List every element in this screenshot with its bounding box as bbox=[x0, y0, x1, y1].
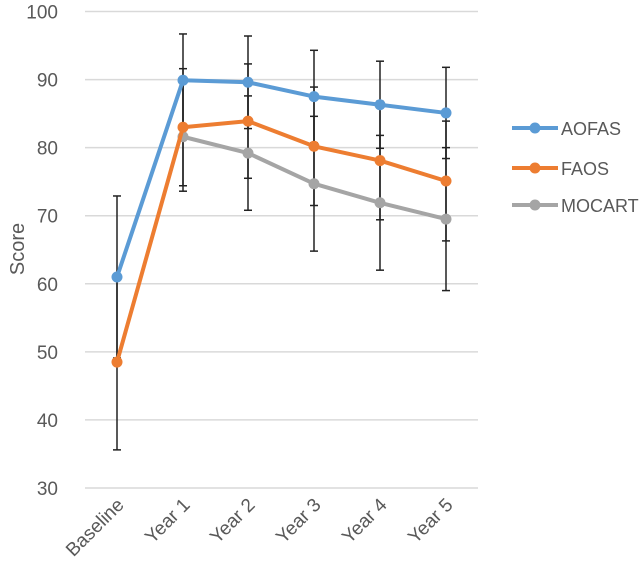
y-tick-label: 50 bbox=[37, 343, 58, 364]
y-axis-label: Score bbox=[7, 223, 29, 275]
data-point-mocart bbox=[440, 213, 452, 225]
y-tick-label: 80 bbox=[37, 139, 58, 160]
y-tick-label: 90 bbox=[37, 71, 58, 92]
series-line-aofas bbox=[115, 78, 447, 278]
y-tick-label: 30 bbox=[37, 479, 58, 500]
data-point-faos bbox=[111, 356, 123, 368]
series-lines bbox=[111, 74, 452, 368]
series-line-faos bbox=[115, 119, 447, 363]
data-point-faos bbox=[374, 155, 386, 167]
data-point-aofas bbox=[242, 76, 254, 88]
data-point-mocart bbox=[242, 147, 254, 159]
legend-swatch-marker bbox=[529, 199, 541, 211]
data-point-aofas bbox=[374, 99, 386, 111]
x-tick-label: Year 2 bbox=[206, 495, 259, 548]
data-point-faos bbox=[177, 121, 189, 133]
error-bars bbox=[113, 33, 450, 451]
legend-swatch-marker bbox=[529, 122, 541, 134]
data-point-faos bbox=[308, 140, 320, 152]
x-tick-label: Year 3 bbox=[272, 495, 325, 548]
legend-label: FAOS bbox=[561, 159, 609, 179]
data-point-mocart bbox=[374, 197, 386, 209]
gridlines bbox=[85, 10, 478, 489]
y-axis-ticks: 30 40 50 60 70 80 90 100 bbox=[26, 3, 58, 501]
x-axis-ticks: Baseline Year 1 Year 2 Year 3 Year 4 Year 5 bbox=[62, 494, 457, 561]
data-point-aofas bbox=[308, 91, 320, 103]
legend-swatch-marker bbox=[529, 162, 541, 174]
legend-label: MOCART bbox=[561, 196, 639, 216]
data-point-mocart bbox=[308, 178, 320, 190]
x-tick-label: Year 4 bbox=[338, 494, 392, 548]
x-tick-label: Baseline bbox=[62, 495, 128, 561]
data-point-aofas bbox=[177, 74, 189, 86]
y-tick-label: 40 bbox=[37, 411, 58, 432]
legend-label: AOFAS bbox=[561, 119, 621, 139]
y-tick-label: 100 bbox=[26, 3, 58, 24]
y-tick-label: 70 bbox=[37, 207, 58, 228]
data-point-aofas bbox=[111, 271, 123, 283]
data-point-faos bbox=[440, 175, 452, 187]
data-point-aofas bbox=[440, 107, 452, 119]
y-tick-label: 60 bbox=[37, 275, 58, 296]
x-tick-label: Year 5 bbox=[404, 495, 457, 548]
x-tick-label: Year 1 bbox=[141, 495, 194, 548]
legend: AOFAS FAOS MOCART bbox=[512, 119, 639, 216]
data-point-faos bbox=[242, 115, 254, 127]
